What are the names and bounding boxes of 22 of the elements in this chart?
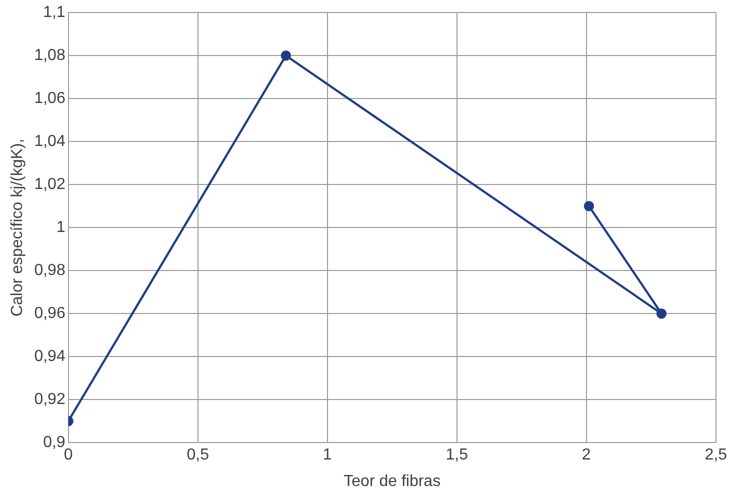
x-tick-label: 0,5 [186, 446, 210, 464]
y-tick-label: 1,06 [34, 90, 66, 108]
y-tick-label: 1,08 [34, 47, 66, 64]
y-tick-label: 0,9 [43, 434, 66, 452]
point [656, 308, 667, 319]
y-tick-label: 0,96 [34, 305, 66, 322]
y-tick-label: 1,1 [43, 4, 66, 22]
x-axis-title: Teor de fibras [344, 472, 441, 490]
point [584, 201, 594, 212]
x-tick-label: 2,5 [704, 446, 728, 464]
y-axis-title: Calor específico kj/(kgK), [9, 138, 26, 317]
point [280, 50, 292, 61]
x-tick-label: 1,5 [446, 446, 468, 464]
y-tick-label: 0,92 [34, 391, 66, 408]
x-tick-label: 2 [582, 446, 591, 464]
y-tick-label: 1,02 [34, 176, 66, 194]
x-tick-label: 1 [322, 446, 332, 464]
y-tick-label: 1 [56, 219, 66, 236]
y-tick-label: 0,94 [34, 348, 66, 366]
y-tick-label: 0,98 [34, 262, 66, 280]
x-tick-label: 0 [64, 446, 73, 464]
y-tick-label: 1,04 [34, 133, 66, 150]
